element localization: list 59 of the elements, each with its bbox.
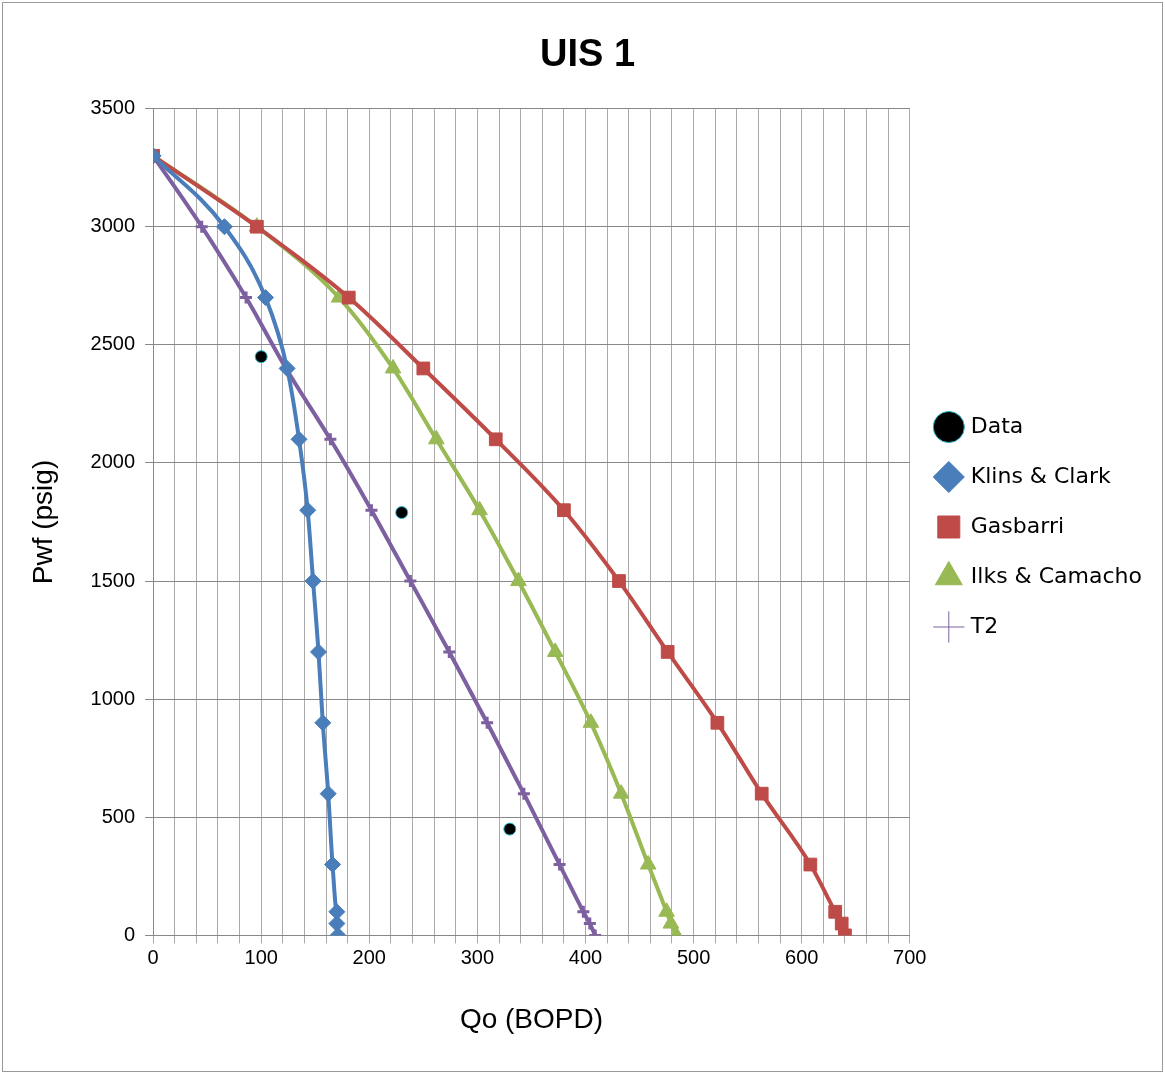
point [503,822,517,836]
x-tick-label: 100 [244,945,278,968]
point [304,572,322,590]
point [299,501,317,519]
y-tick-label: 1000 [90,686,136,709]
point [803,857,818,872]
x-tick-label: 700 [893,945,927,968]
point [510,571,527,587]
point [341,290,356,305]
point [575,904,591,920]
y-tick-label: 500 [101,804,136,827]
point [582,916,598,932]
point [194,219,210,235]
point [416,361,431,376]
point [639,855,657,870]
y-tick-label: 2500 [90,332,136,355]
point [309,643,327,661]
x-tick-label: 0 [147,945,159,968]
y-tick-label: 3000 [90,214,136,237]
point [612,574,626,588]
x-tick-label: 400 [568,945,603,968]
x-tick-label: 500 [676,945,711,968]
legend-label: Ilks & Camacho [970,562,1142,588]
y-tick-label: 0 [123,922,136,945]
point [710,715,725,730]
point [754,786,769,801]
point [363,502,379,518]
legend-label: Data [970,412,1024,438]
y-tick-label: 1500 [90,568,136,591]
point [479,715,495,731]
point [441,644,457,660]
chart-title: UIS 1 [539,32,636,75]
point [395,506,409,520]
point [402,573,418,589]
y-tick-label: 3500 [90,96,136,119]
legend-label: Klins & Clark [970,462,1111,488]
point [319,785,337,803]
x-tick-label: 200 [352,945,386,968]
point [290,430,308,448]
point [238,290,254,306]
point [516,786,532,802]
legend-label: Gasbarri [970,512,1065,538]
point [254,350,268,364]
x-tick-label: 600 [785,945,819,968]
point [557,503,571,518]
point [257,289,275,307]
point [314,714,332,732]
x-axis-title: Qo (BOPD) [459,1002,604,1034]
point [552,857,568,873]
point [488,432,503,447]
y-axis-title: Pwf (psig) [26,459,58,585]
x-tick-label: 300 [460,945,495,968]
point [215,218,233,236]
point [660,645,675,659]
point [828,904,843,919]
point [322,431,338,447]
y-tick-label: 2000 [90,450,136,473]
point [662,914,680,929]
legend-label: T2 [969,612,999,638]
